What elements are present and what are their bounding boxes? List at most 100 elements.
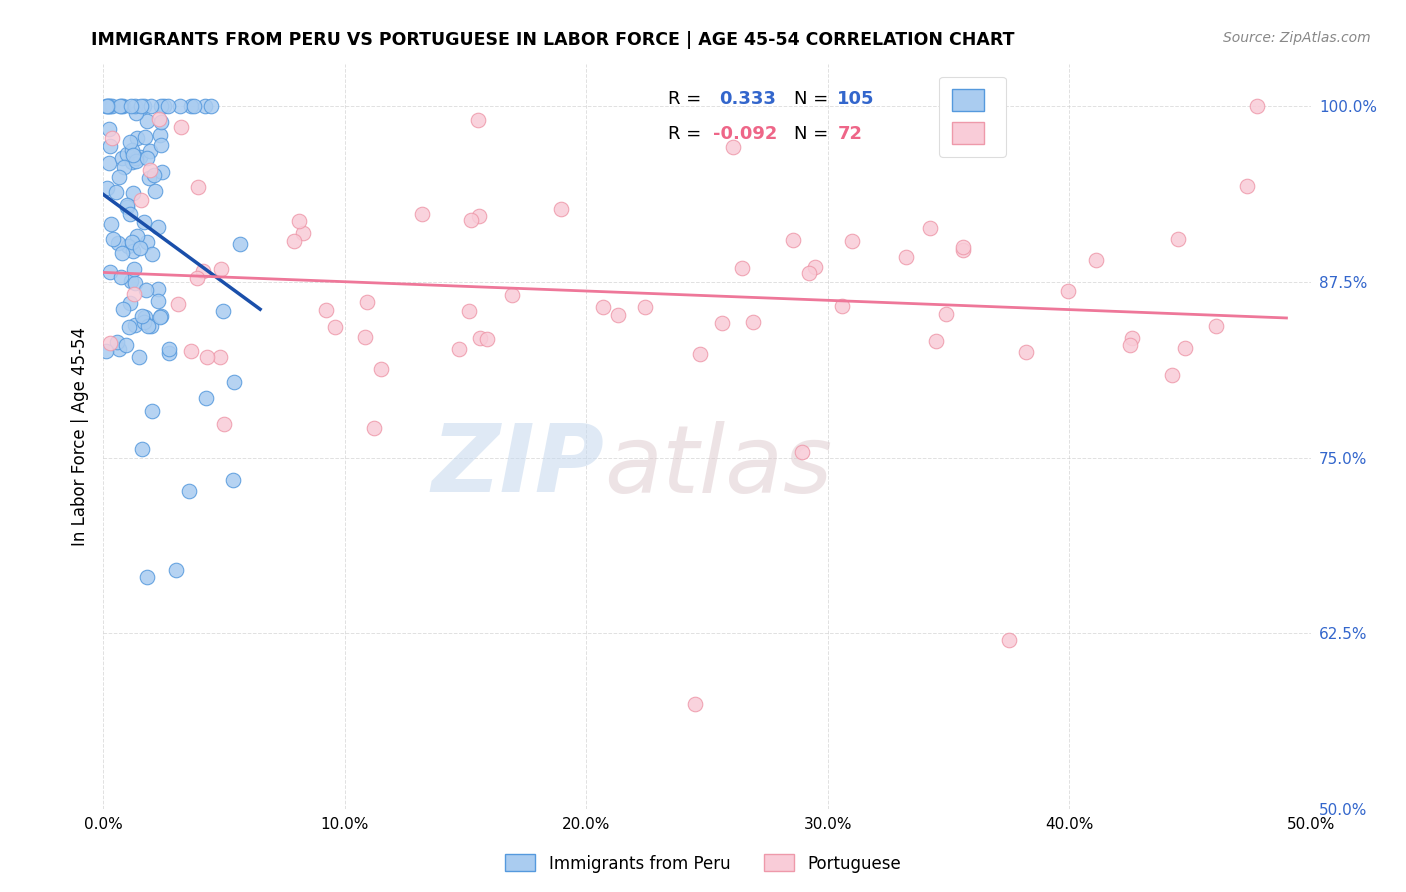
- Point: [103, 232, 125, 246]
- Point: [121, 235, 143, 249]
- Point: [112, 160, 135, 174]
- Point: [1205, 318, 1227, 333]
- Point: [121, 186, 143, 200]
- Point: [468, 209, 491, 223]
- Point: [107, 235, 129, 250]
- Point: [283, 234, 305, 248]
- Point: [138, 163, 160, 178]
- Point: [169, 99, 191, 113]
- Point: [141, 247, 163, 261]
- Point: [118, 319, 141, 334]
- Point: [125, 154, 148, 169]
- Point: [799, 267, 821, 281]
- Point: [229, 236, 252, 251]
- Point: [149, 310, 172, 324]
- Point: [1015, 345, 1038, 359]
- Point: [1167, 232, 1189, 246]
- Point: [149, 310, 172, 324]
- Point: [122, 244, 145, 258]
- Point: [110, 246, 132, 260]
- Point: [115, 338, 138, 352]
- Point: [121, 143, 143, 157]
- Point: [108, 170, 131, 185]
- Point: [187, 180, 209, 194]
- Point: [98, 335, 121, 350]
- Point: [356, 294, 378, 309]
- Point: [118, 136, 141, 150]
- Point: [136, 114, 159, 128]
- Point: [150, 138, 173, 153]
- Point: [129, 193, 152, 207]
- Point: [111, 151, 134, 165]
- Point: [153, 99, 176, 113]
- Point: [115, 198, 138, 212]
- Point: [411, 207, 433, 221]
- Point: [108, 99, 131, 113]
- Point: [803, 260, 825, 275]
- Point: [550, 202, 572, 216]
- Point: [94, 343, 117, 358]
- Point: [208, 350, 231, 364]
- Point: [125, 229, 148, 244]
- Point: [997, 633, 1019, 648]
- Point: [194, 392, 217, 406]
- Point: [186, 271, 208, 285]
- Point: [841, 235, 863, 249]
- Point: [475, 332, 498, 346]
- Point: [952, 239, 974, 253]
- Point: [723, 140, 745, 154]
- Point: [120, 99, 142, 113]
- Point: [139, 99, 162, 113]
- Point: [122, 261, 145, 276]
- Point: [122, 287, 145, 301]
- Point: [180, 99, 202, 113]
- Point: [117, 239, 139, 253]
- Point: [150, 99, 173, 113]
- Point: [148, 112, 170, 127]
- Point: [115, 146, 138, 161]
- Point: [134, 310, 156, 325]
- Text: 105: 105: [838, 90, 875, 108]
- Point: [683, 697, 706, 711]
- Point: [157, 99, 180, 113]
- Point: [96, 99, 118, 113]
- Point: [183, 99, 205, 113]
- Point: [370, 362, 392, 376]
- Point: [952, 244, 974, 258]
- Point: [194, 99, 217, 113]
- Point: [224, 376, 246, 390]
- Point: [634, 301, 657, 315]
- Y-axis label: In Labor Force | Age 45-54: In Labor Force | Age 45-54: [72, 327, 89, 546]
- Point: [131, 442, 153, 456]
- Point: [128, 241, 150, 255]
- Point: [107, 334, 129, 349]
- Point: [98, 265, 121, 279]
- Point: [112, 302, 135, 317]
- Point: [200, 99, 222, 113]
- Point: [179, 484, 201, 499]
- Point: [124, 99, 146, 113]
- Point: [101, 99, 124, 113]
- Point: [741, 315, 763, 329]
- Text: IMMIGRANTS FROM PERU VS PORTUGUESE IN LABOR FORCE | AGE 45-54 CORRELATION CHART: IMMIGRANTS FROM PERU VS PORTUGUESE IN LA…: [91, 31, 1015, 49]
- Point: [118, 295, 141, 310]
- Point: [148, 128, 170, 142]
- Point: [131, 310, 153, 324]
- Point: [458, 303, 481, 318]
- Point: [127, 130, 149, 145]
- Point: [449, 342, 471, 356]
- Point: [731, 261, 754, 276]
- Text: R =: R =: [668, 125, 702, 143]
- Point: [1057, 284, 1080, 298]
- Point: [711, 316, 734, 330]
- Point: [1174, 341, 1197, 355]
- Text: Source: ZipAtlas.com: Source: ZipAtlas.com: [1223, 31, 1371, 45]
- Point: [110, 99, 132, 113]
- Point: [112, 99, 135, 113]
- Point: [134, 130, 156, 145]
- Legend: Immigrants from Peru, Portuguese: Immigrants from Peru, Portuguese: [499, 847, 907, 880]
- Point: [129, 150, 152, 164]
- Point: [467, 113, 489, 128]
- Point: [1121, 331, 1143, 345]
- Text: R =: R =: [668, 90, 702, 108]
